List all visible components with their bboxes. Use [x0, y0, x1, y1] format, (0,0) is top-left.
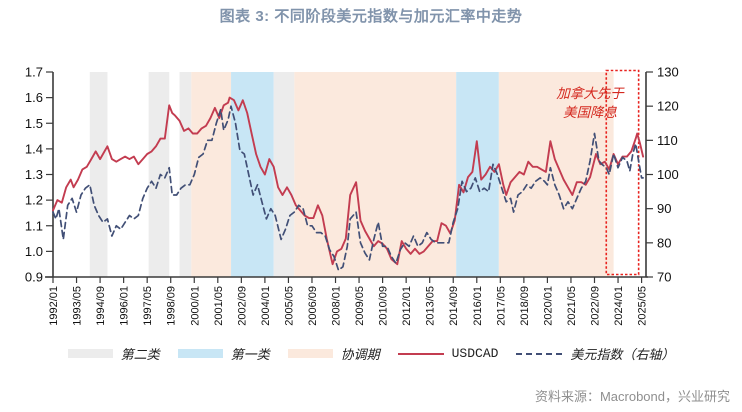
gray-band-swatch-icon: [67, 349, 113, 358]
left-axis-tick-label: 1.3: [25, 167, 43, 182]
period-band: [191, 72, 232, 277]
x-axis-tick-label: 1998/09: [166, 286, 178, 326]
chart-annotation: 加拿大先于 美国降息: [536, 84, 644, 122]
legend-item-coordination: 协调期: [287, 344, 380, 363]
x-axis-tick-label: 1993/05: [72, 286, 84, 326]
annotation-line2: 美国降息: [563, 105, 617, 120]
x-axis-tick-label: 2020/01: [542, 286, 554, 326]
x-axis-tick-label: 2010/09: [378, 286, 390, 326]
x-axis-tick-label: 2017/05: [495, 286, 507, 326]
legend-label: 协调期: [340, 347, 380, 362]
right-axis-tick-label: 130: [657, 65, 679, 80]
right-axis-tick-label: 100: [657, 167, 679, 182]
x-axis-tick-label: 2002/09: [236, 286, 248, 326]
x-axis-tick-label: 2006/09: [307, 286, 319, 326]
period-band: [456, 72, 499, 277]
left-axis-tick-label: 1.7: [25, 65, 43, 80]
x-axis-tick-label: 2014/09: [448, 286, 460, 326]
annotation-line1: 加拿大先于: [556, 86, 624, 101]
right-axis-tick-label: 90: [657, 201, 671, 216]
x-axis-tick-label: 2001/05: [213, 286, 225, 326]
peach-band-swatch-icon: [287, 349, 333, 358]
left-axis-tick-label: 0.9: [25, 270, 43, 285]
x-axis-tick-label: 2013/05: [425, 286, 437, 326]
left-axis-tick-label: 1.0: [25, 244, 43, 259]
period-band: [231, 72, 274, 277]
right-axis-tick-label: 70: [657, 270, 671, 285]
x-axis-tick-label: 2004/01: [260, 286, 272, 326]
legend-label: 第二类: [120, 347, 160, 362]
left-axis-tick-label: 1.5: [25, 116, 43, 131]
x-axis-tick-label: 1997/05: [142, 286, 154, 326]
x-axis-tick-label: 2005/05: [283, 286, 295, 326]
right-axis-tick-label: 80: [657, 235, 671, 250]
period-band: [89, 72, 108, 277]
left-axis-tick-label: 1.4: [25, 141, 43, 156]
left-axis-tick-label: 1.6: [25, 90, 43, 105]
x-axis-tick-label: 2024/01: [613, 286, 625, 326]
x-axis-tick-label: 2016/01: [472, 286, 484, 326]
period-band: [294, 72, 457, 277]
legend-label: USDCAD: [451, 346, 499, 361]
x-axis-tick-label: 2000/01: [189, 286, 201, 326]
x-axis-tick-label: 1992/01: [48, 286, 60, 326]
highlight-box: [605, 69, 640, 276]
x-axis-tick-label: 2009/05: [354, 286, 366, 326]
page-title: 图表 3: 不同阶段美元指数与加元汇率中走势: [219, 8, 523, 25]
period-band: [179, 72, 192, 277]
legend-item-dxy: 美元指数（右轴）: [516, 344, 674, 363]
period-band: [148, 72, 170, 277]
period-band: [273, 72, 295, 277]
data-source-note: 资料来源：Macrobond，兴业研究: [534, 389, 730, 404]
series-usd-index: [52, 105, 644, 272]
legend-item-type1: 第一类: [177, 344, 270, 363]
left-axis-tick-label: 1.2: [25, 193, 43, 208]
legend-label: 第一类: [230, 347, 270, 362]
x-axis-tick-label: 2025/05: [637, 286, 649, 326]
series-usdcad: [52, 96, 645, 266]
x-axis-tick-label: 2021/05: [566, 286, 578, 326]
legend-item-usdcad: USDCAD: [397, 346, 499, 361]
left-axis-tick-label: 1.1: [25, 218, 43, 233]
chart-legend: 第二类 第一类 协调期 USDCAD 美元指数（右轴）: [0, 344, 742, 363]
x-axis-tick-label: 2018/09: [519, 286, 531, 326]
x-axis-tick-label: 1994/09: [95, 286, 107, 326]
solid-line-swatch-icon: [397, 352, 444, 355]
right-axis-tick-label: 120: [657, 99, 679, 114]
x-axis-tick-label: 2022/09: [589, 286, 601, 326]
blue-band-swatch-icon: [177, 349, 223, 358]
dashed-line-swatch-icon: [516, 352, 563, 355]
legend-label: 美元指数（右轴）: [570, 347, 675, 362]
x-axis-tick-label: 1996/01: [119, 286, 131, 326]
legend-item-type2: 第二类: [67, 344, 160, 363]
x-axis-tick-label: 2012/01: [401, 286, 413, 326]
x-axis-tick-label: 2008/01: [331, 286, 343, 326]
right-axis-tick-label: 110: [657, 133, 678, 148]
